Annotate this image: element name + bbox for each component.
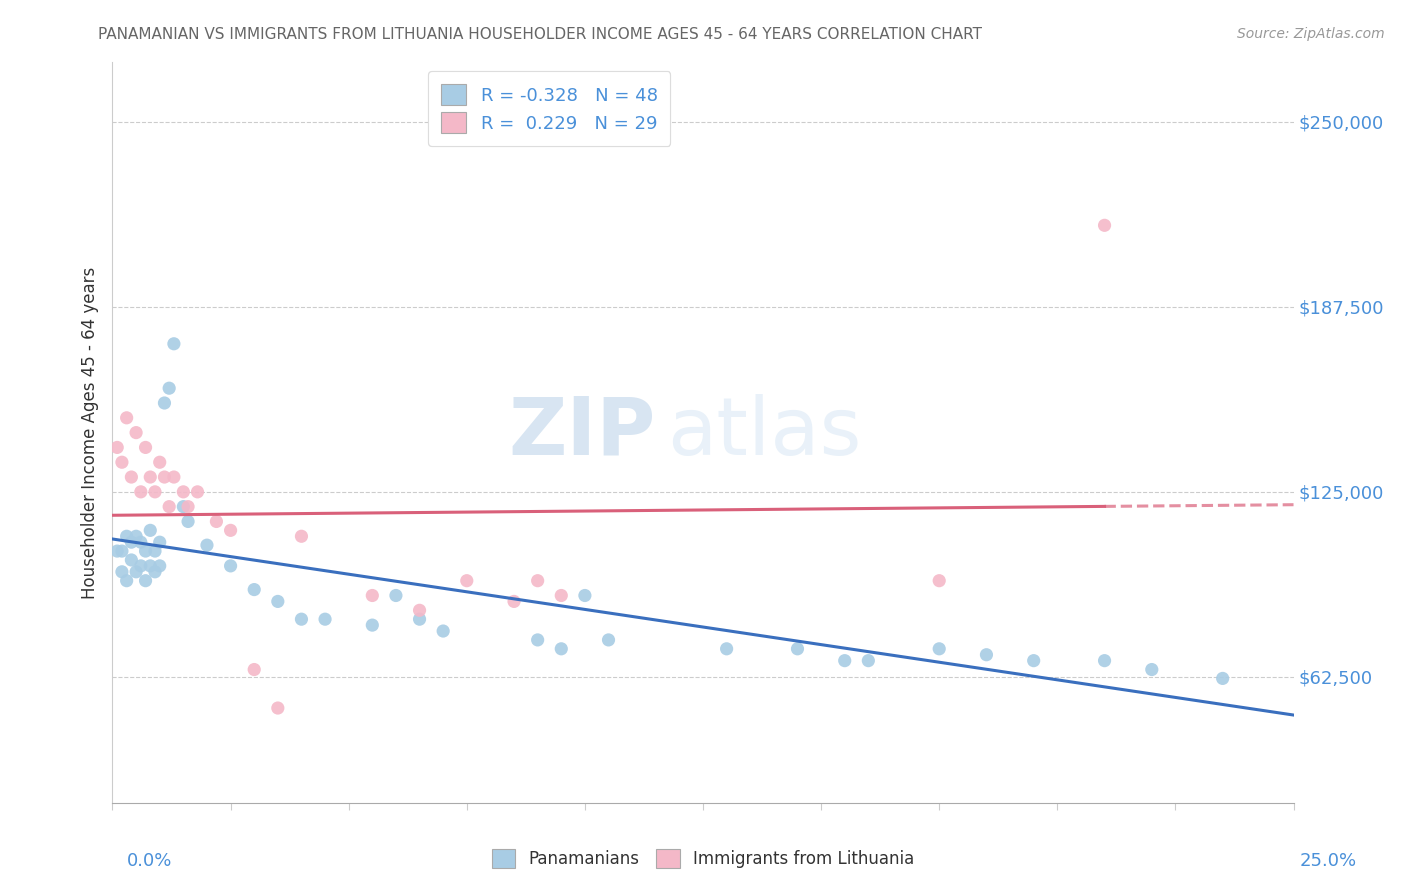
- Point: [139, 470, 162, 484]
- Point: [135, 574, 157, 588]
- Point: [432, 624, 454, 638]
- Point: [361, 589, 384, 603]
- Point: [1094, 654, 1116, 668]
- Point: [153, 470, 176, 484]
- Point: [550, 641, 572, 656]
- Point: [177, 515, 200, 529]
- Point: [105, 441, 128, 455]
- Point: [163, 336, 186, 351]
- Point: [526, 574, 548, 588]
- Point: [598, 632, 620, 647]
- Point: [125, 425, 148, 440]
- Point: [143, 565, 166, 579]
- Point: [129, 558, 152, 573]
- Point: [219, 558, 242, 573]
- Point: [115, 410, 138, 425]
- Point: [149, 558, 172, 573]
- Point: [385, 589, 408, 603]
- Point: [976, 648, 998, 662]
- Point: [1212, 672, 1234, 686]
- Point: [219, 524, 242, 538]
- Point: [157, 381, 180, 395]
- Point: [157, 500, 180, 514]
- Point: [163, 470, 186, 484]
- Text: PANAMANIAN VS IMMIGRANTS FROM LITHUANIA HOUSEHOLDER INCOME AGES 45 - 64 YEARS CO: PANAMANIAN VS IMMIGRANTS FROM LITHUANIA …: [98, 27, 983, 42]
- Point: [115, 574, 138, 588]
- Point: [550, 589, 572, 603]
- Point: [111, 565, 134, 579]
- Point: [1094, 219, 1116, 233]
- Legend: R = -0.328   N = 48, R =  0.229   N = 29: R = -0.328 N = 48, R = 0.229 N = 29: [429, 71, 671, 145]
- Point: [205, 515, 228, 529]
- Point: [172, 484, 194, 499]
- Point: [503, 594, 526, 608]
- Point: [135, 441, 157, 455]
- Point: [139, 524, 162, 538]
- Text: atlas: atlas: [668, 393, 862, 472]
- Point: [408, 603, 430, 617]
- Point: [834, 654, 856, 668]
- Point: [1140, 663, 1163, 677]
- Point: [361, 618, 384, 632]
- Point: [243, 582, 266, 597]
- Text: 0.0%: 0.0%: [127, 852, 172, 870]
- Point: [574, 589, 596, 603]
- Point: [143, 544, 166, 558]
- Point: [928, 641, 950, 656]
- Point: [177, 500, 200, 514]
- Legend: Panamanians, Immigrants from Lithuania: Panamanians, Immigrants from Lithuania: [485, 842, 921, 875]
- Point: [115, 529, 138, 543]
- Point: [267, 594, 290, 608]
- Point: [786, 641, 808, 656]
- Point: [314, 612, 336, 626]
- Point: [120, 470, 142, 484]
- Point: [111, 544, 134, 558]
- Point: [408, 612, 430, 626]
- Point: [129, 535, 152, 549]
- Point: [143, 484, 166, 499]
- Point: [928, 574, 950, 588]
- Point: [1022, 654, 1045, 668]
- Point: [125, 565, 148, 579]
- Point: [149, 535, 172, 549]
- Point: [149, 455, 172, 469]
- Point: [153, 396, 176, 410]
- Point: [120, 553, 142, 567]
- Text: Source: ZipAtlas.com: Source: ZipAtlas.com: [1237, 27, 1385, 41]
- Y-axis label: Householder Income Ages 45 - 64 years: Householder Income Ages 45 - 64 years: [80, 267, 98, 599]
- Point: [135, 544, 157, 558]
- Point: [290, 529, 312, 543]
- Text: 25.0%: 25.0%: [1299, 852, 1357, 870]
- Point: [172, 500, 194, 514]
- Point: [139, 558, 162, 573]
- Point: [195, 538, 218, 552]
- Point: [456, 574, 478, 588]
- Point: [290, 612, 312, 626]
- Point: [111, 455, 134, 469]
- Point: [120, 535, 142, 549]
- Point: [526, 632, 548, 647]
- Point: [243, 663, 266, 677]
- Point: [716, 641, 738, 656]
- Point: [186, 484, 208, 499]
- Point: [267, 701, 290, 715]
- Point: [858, 654, 880, 668]
- Text: ZIP: ZIP: [509, 393, 655, 472]
- Point: [105, 544, 128, 558]
- Point: [125, 529, 148, 543]
- Point: [129, 484, 152, 499]
